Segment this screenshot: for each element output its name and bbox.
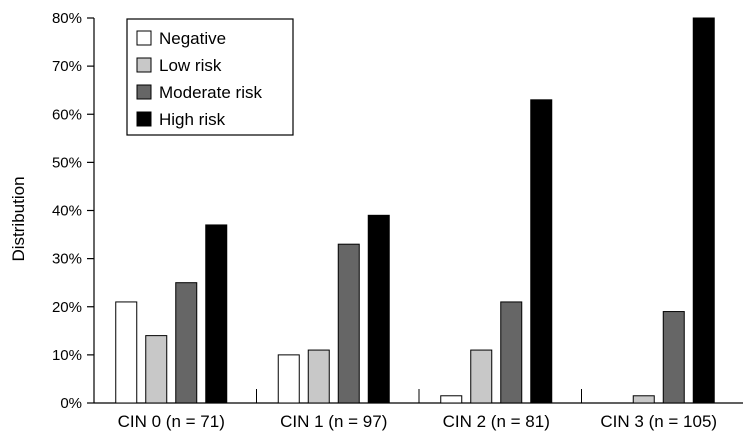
bar-negative — [277, 354, 300, 404]
y-tick-label: 50% — [52, 154, 82, 171]
bar-high-risk — [205, 224, 228, 404]
legend-label: Negative — [159, 29, 226, 48]
y-tick-label: 80% — [52, 10, 82, 27]
bars — [115, 17, 715, 404]
legend-swatch — [136, 57, 152, 73]
y-tick-label: 0% — [60, 395, 82, 412]
legend-label: High risk — [159, 110, 226, 129]
legend-swatch — [136, 30, 152, 46]
bar-moderate-risk — [337, 243, 360, 404]
bar-moderate-risk — [500, 301, 523, 404]
x-axis-category-labels: CIN 0 (n = 71) CIN 1 (n = 97) CIN 2 (n = 8… — [118, 412, 717, 431]
bar-low-risk — [145, 335, 168, 404]
y-tick-label: 10% — [52, 347, 82, 364]
x-category-label: CIN 0 (n = 71) — [118, 412, 225, 431]
x-category-label: CIN 1 (n = 97) — [280, 412, 387, 431]
legend-box — [126, 18, 294, 136]
y-tick-label: 20% — [52, 299, 82, 316]
legend: Negative Low risk Moderate risk High risk — [126, 18, 294, 136]
x-category-label: CIN 3 (n = 105) — [600, 412, 717, 431]
bar-high-risk — [367, 214, 390, 404]
legend-swatch — [136, 111, 152, 127]
bar-moderate-risk — [175, 282, 198, 404]
y-tick-label: 60% — [52, 106, 82, 123]
bar-low-risk — [470, 349, 493, 404]
y-axis-title: Distribution — [9, 176, 28, 261]
legend-label: Moderate risk — [159, 83, 262, 102]
bar-low-risk — [307, 349, 330, 404]
legend-label: Low risk — [159, 56, 222, 75]
bar-negative — [440, 395, 463, 404]
bar-moderate-risk — [662, 311, 685, 404]
legend-swatch — [136, 84, 152, 100]
bar-high-risk — [692, 17, 715, 404]
bar-low-risk — [632, 395, 655, 404]
y-axis-ticks: 0% 10% 20% 30% 40% 50% 60% 70% 80% — [52, 10, 94, 412]
bar-high-risk — [530, 99, 553, 404]
y-tick-label: 40% — [52, 203, 82, 220]
x-category-label: CIN 2 (n = 81) — [443, 412, 550, 431]
y-tick-label: 70% — [52, 58, 82, 75]
y-tick-label: 30% — [52, 251, 82, 268]
bar-negative — [115, 301, 138, 404]
